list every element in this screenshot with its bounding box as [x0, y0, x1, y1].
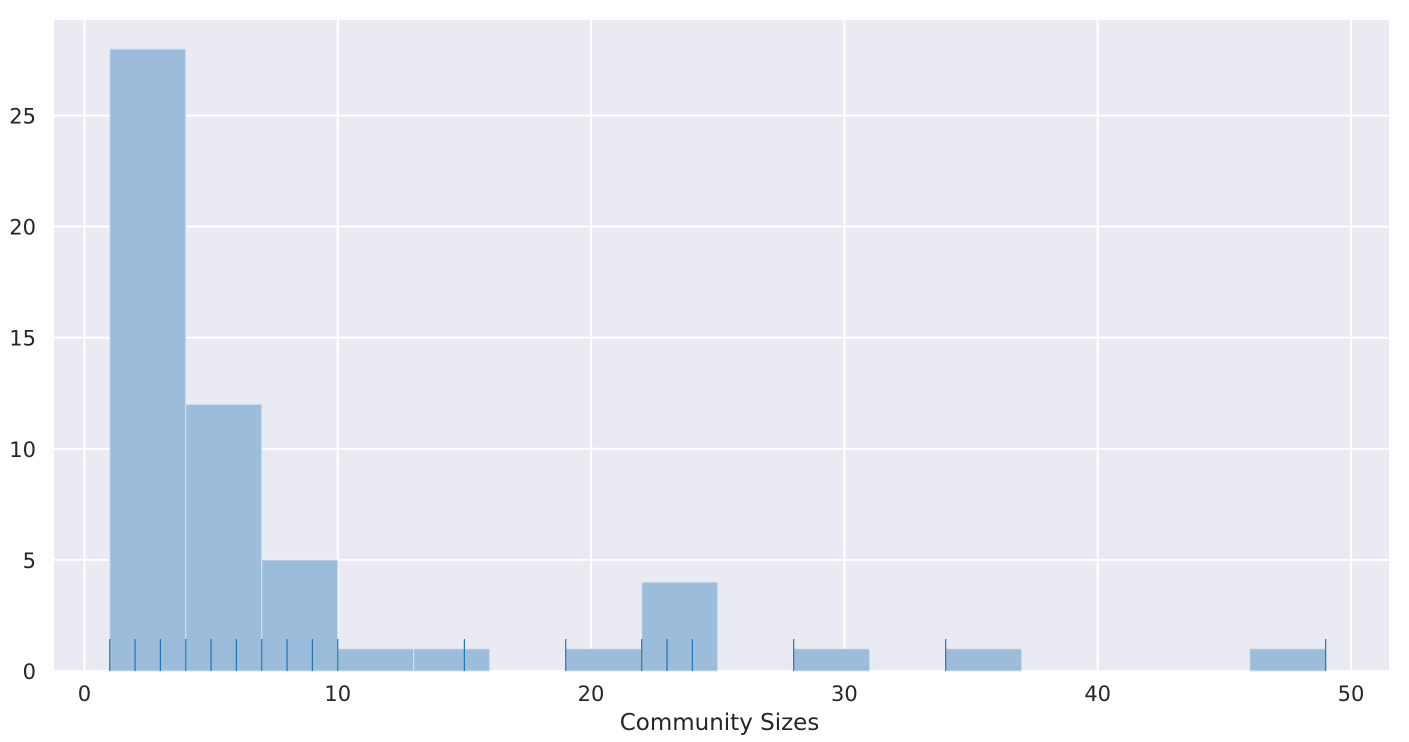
- y-tick-label: 10: [9, 438, 36, 462]
- x-tick-label: 30: [831, 682, 858, 706]
- x-tick-label: 40: [1084, 682, 1111, 706]
- x-axis-label: Community Sizes: [620, 710, 820, 736]
- y-tick-label: 15: [9, 327, 36, 351]
- histogram-bar: [945, 648, 1023, 672]
- histogram-bars: [109, 48, 1327, 672]
- x-tick-label: 0: [78, 682, 91, 706]
- rug-ticks: [109, 639, 1327, 671]
- histogram-bar: [641, 581, 719, 672]
- y-tick-labels: 0 5 10 15 20 25: [9, 105, 36, 684]
- y-tick-label: 5: [23, 549, 36, 573]
- x-tick-label: 50: [1338, 682, 1365, 706]
- histogram-bar: [261, 559, 339, 672]
- x-tick-label: 20: [578, 682, 605, 706]
- y-tick-label: 0: [23, 660, 36, 684]
- x-tick-labels: 0 10 20 30 40 50: [78, 682, 1365, 706]
- x-tick-label: 10: [324, 682, 351, 706]
- histogram-bar: [1249, 648, 1327, 672]
- histogram-bar: [413, 648, 491, 672]
- histogram-bar: [565, 648, 643, 672]
- histogram-bar: [185, 403, 263, 672]
- histogram-bar: [109, 48, 187, 672]
- histogram-bar: [793, 648, 871, 672]
- histogram-bar: [337, 648, 415, 672]
- y-tick-label: 25: [9, 105, 36, 129]
- y-tick-label: 20: [9, 216, 36, 240]
